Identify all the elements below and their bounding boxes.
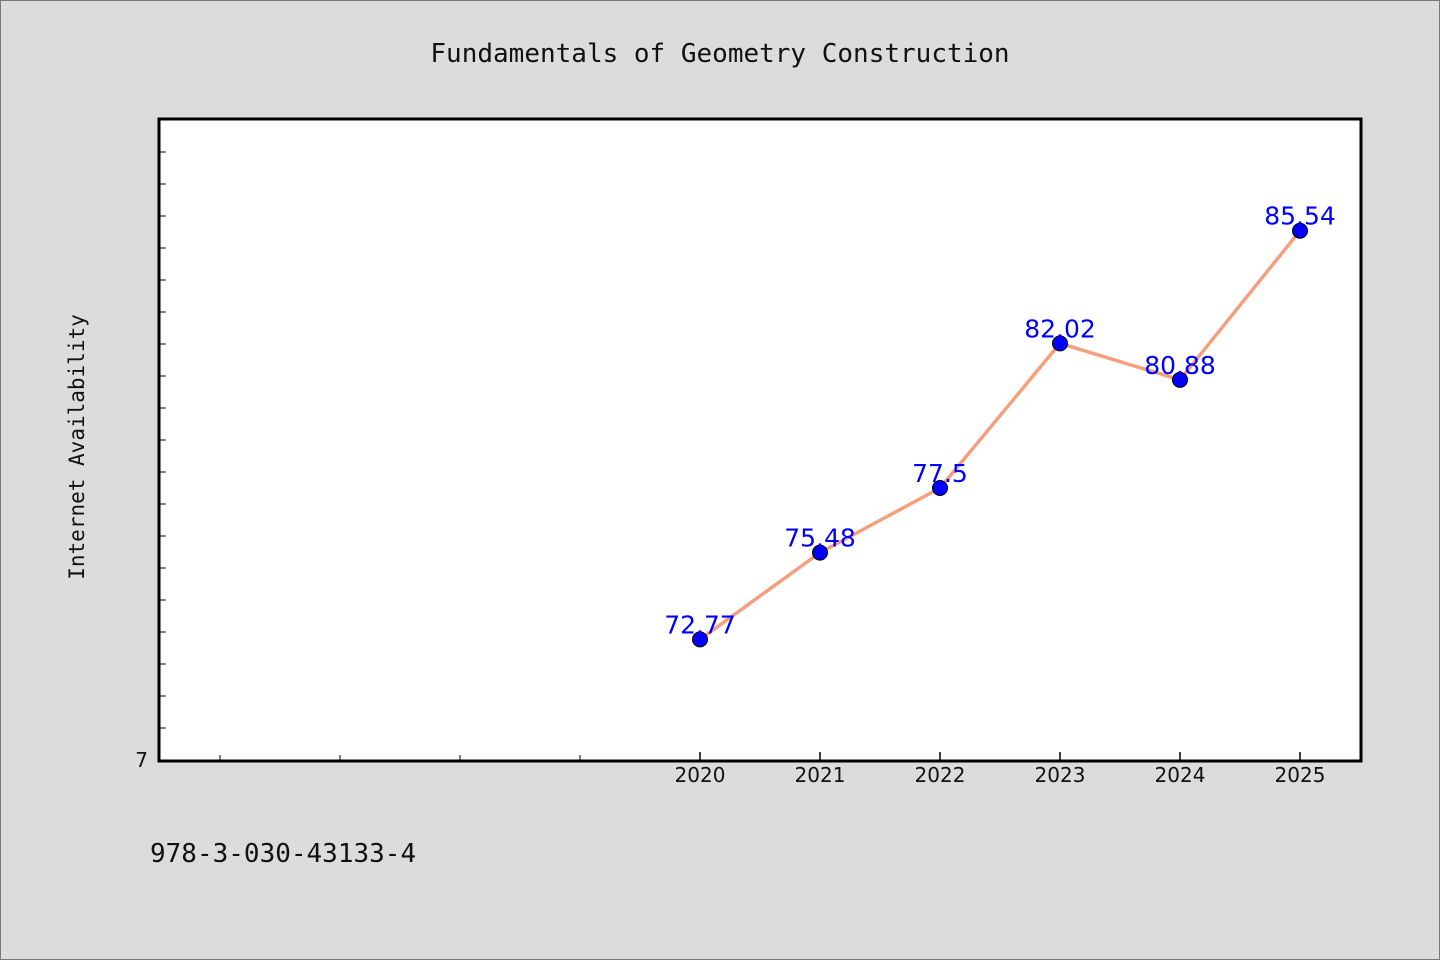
- data-label: 75.48: [784, 524, 856, 553]
- x-tick-label: 2020: [675, 763, 726, 787]
- data-point: [1292, 222, 1308, 239]
- y-tick-label: 7: [135, 748, 148, 772]
- data-label: 72.77: [664, 610, 736, 639]
- data-markers: [692, 222, 1308, 648]
- data-label: 85.54: [1264, 202, 1336, 231]
- plot-area: [157, 117, 1363, 763]
- x-axis-ticks: 2020 2021 2022 2023 2024 2025: [675, 752, 1326, 787]
- x-tick-label: 2025: [1275, 763, 1326, 787]
- x-axis-minor-ticks: [219, 755, 581, 760]
- x-tick-label: 2024: [1155, 763, 1206, 787]
- isbn-footer: 978-3-030-43133-4: [150, 839, 416, 869]
- x-tick-label: 2022: [915, 763, 966, 787]
- data-point: [1052, 335, 1068, 352]
- chart-title: Fundamentals of Geometry Construction: [430, 39, 1009, 69]
- data-label: 80.88: [1144, 351, 1216, 380]
- data-point: [1172, 371, 1188, 388]
- data-point: [932, 480, 948, 496]
- data-point: [692, 631, 708, 648]
- data-label: 82.02: [1024, 314, 1096, 343]
- y-axis-ticks: [160, 151, 166, 729]
- series-line: [698, 229, 1302, 641]
- x-tick-label: 2023: [1035, 763, 1086, 787]
- data-label: 77.5: [912, 459, 968, 488]
- data-labels: 72.77 75.48 77.5 82.02 80.88 85.54: [664, 202, 1336, 640]
- y-axis-label: Internet Availability: [65, 314, 89, 580]
- data-point: [812, 544, 828, 561]
- x-tick-label: 2021: [795, 763, 846, 787]
